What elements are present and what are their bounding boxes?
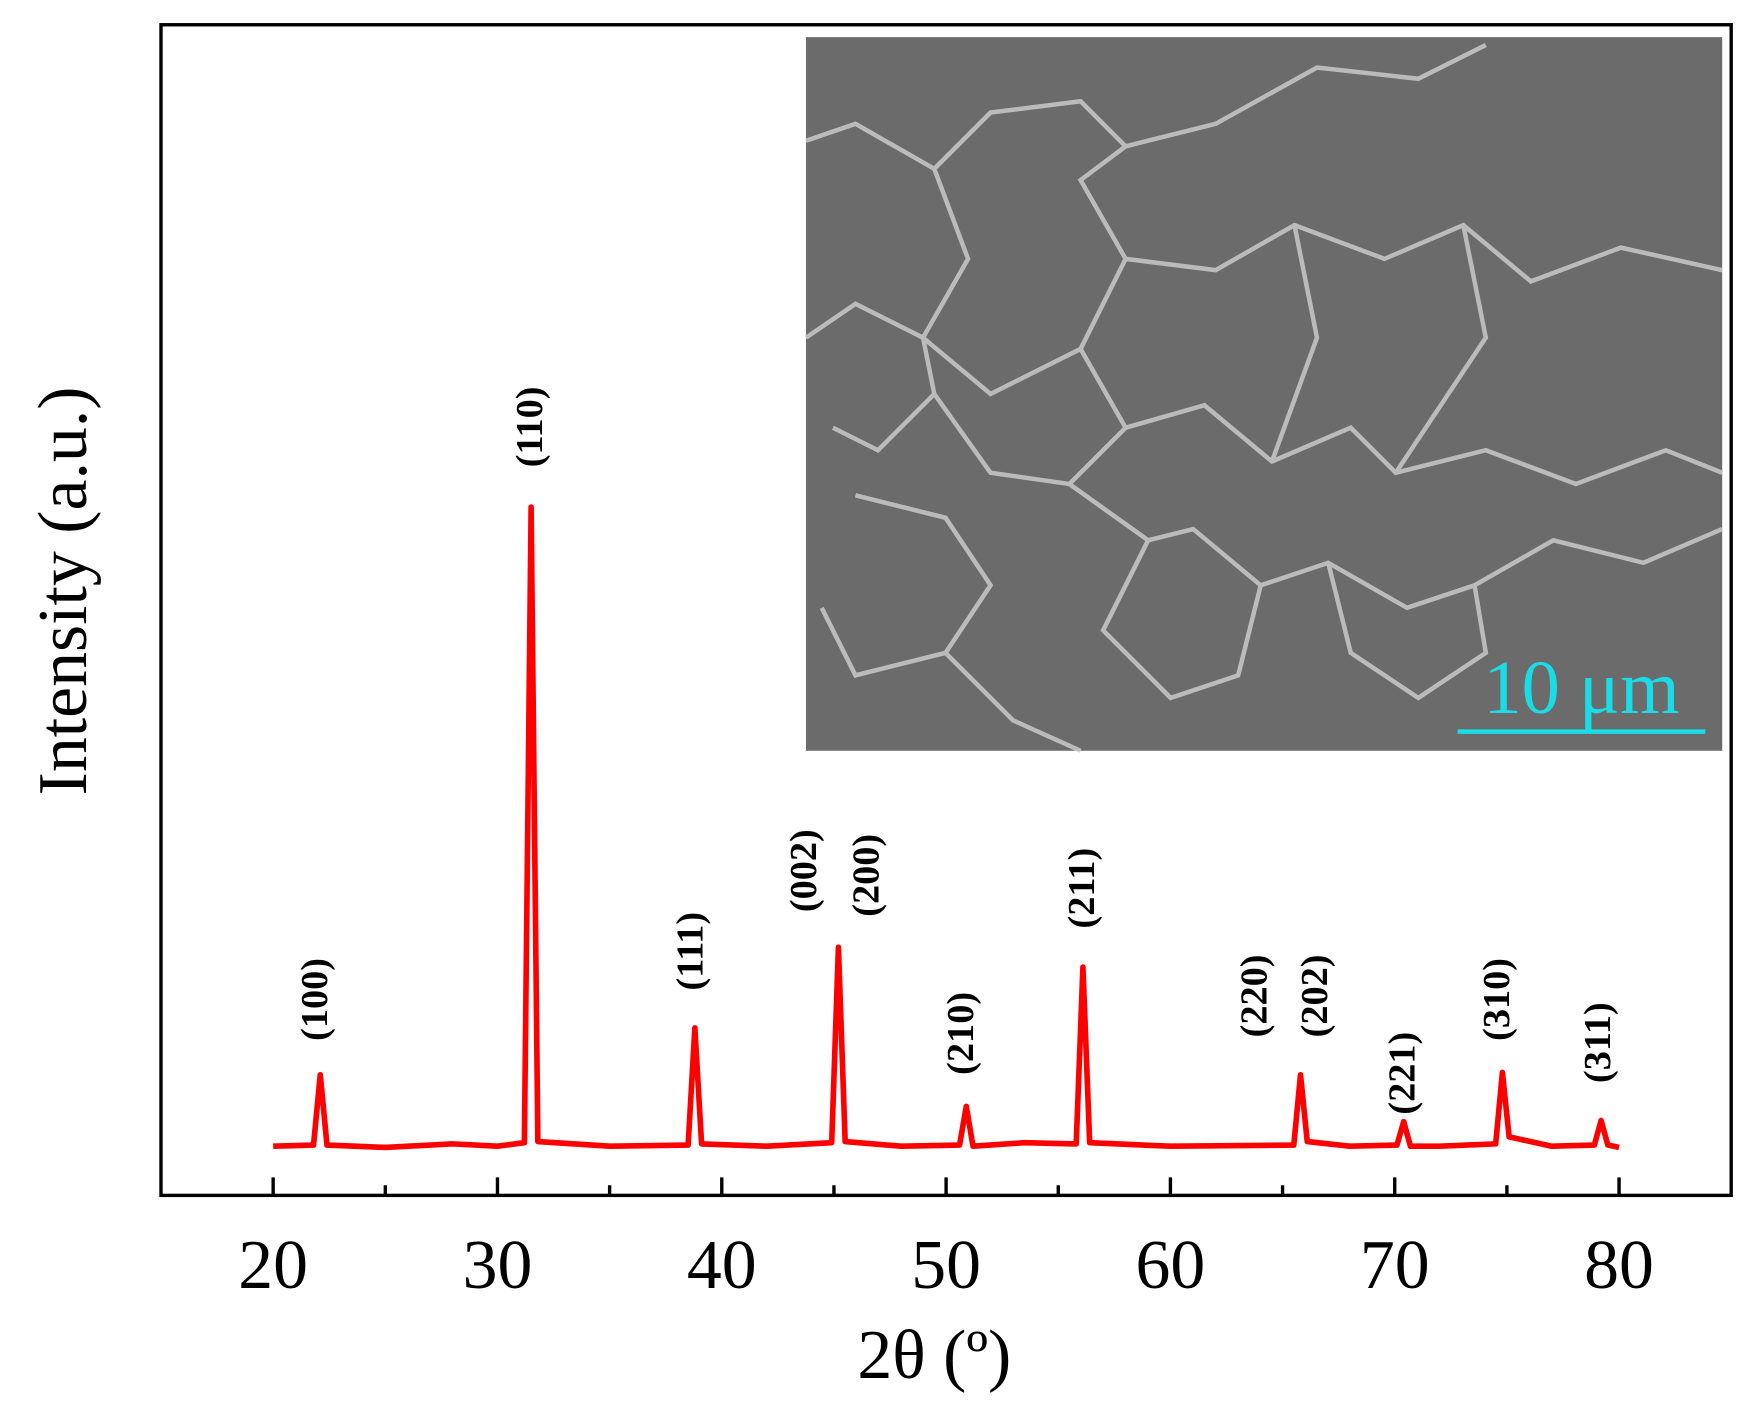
x-tick-label: 70 — [1360, 1227, 1430, 1304]
x-tick-label: 80 — [1584, 1227, 1654, 1304]
peak-label: (110) — [509, 386, 551, 467]
peak-label: (200) — [846, 834, 888, 917]
grain-boundaries — [804, 43, 1724, 753]
x-tick-label: 60 — [1136, 1227, 1206, 1304]
sem-image — [805, 37, 1723, 751]
peak-label: (221) — [1382, 1032, 1424, 1115]
x-tick-label: 50 — [911, 1227, 981, 1304]
peak-label: (202) — [1294, 954, 1336, 1037]
x-tick-label: 30 — [463, 1227, 533, 1304]
sem-inset: 10 μm — [804, 37, 1724, 753]
peak-label: (310) — [1476, 958, 1518, 1041]
x-tick-label: 40 — [687, 1227, 757, 1304]
peak-label: (002) — [783, 829, 825, 912]
peak-label: (210) — [940, 992, 982, 1075]
y-axis-label: Intensity (a.u.) — [25, 387, 102, 796]
peak-label: (100) — [294, 958, 336, 1041]
scale-bar-label: 10 μm — [1483, 645, 1679, 730]
peak-label: (311) — [1577, 1002, 1619, 1083]
peak-label: (111) — [670, 912, 712, 991]
peak-label: (211) — [1061, 848, 1103, 929]
peak-label: (220) — [1234, 954, 1276, 1037]
x-tick-label: 20 — [238, 1227, 308, 1304]
xrd-line — [273, 504, 1620, 1151]
x-axis-label: 2θ (º) — [857, 1317, 1011, 1394]
